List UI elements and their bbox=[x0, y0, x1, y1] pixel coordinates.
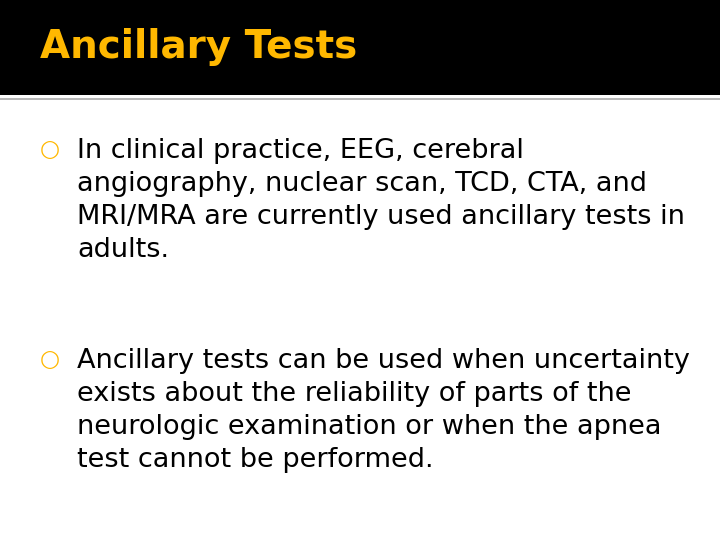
Text: In clinical practice, EEG, cerebral
angiography, nuclear scan, TCD, CTA, and
MRI: In clinical practice, EEG, cerebral angi… bbox=[77, 138, 685, 262]
Text: ○: ○ bbox=[40, 348, 60, 372]
Text: Ancillary tests can be used when uncertainty
exists about the reliability of par: Ancillary tests can be used when uncerta… bbox=[77, 348, 690, 473]
Text: ○: ○ bbox=[40, 138, 60, 161]
Text: Ancillary Tests: Ancillary Tests bbox=[40, 28, 357, 66]
FancyBboxPatch shape bbox=[0, 0, 720, 94]
